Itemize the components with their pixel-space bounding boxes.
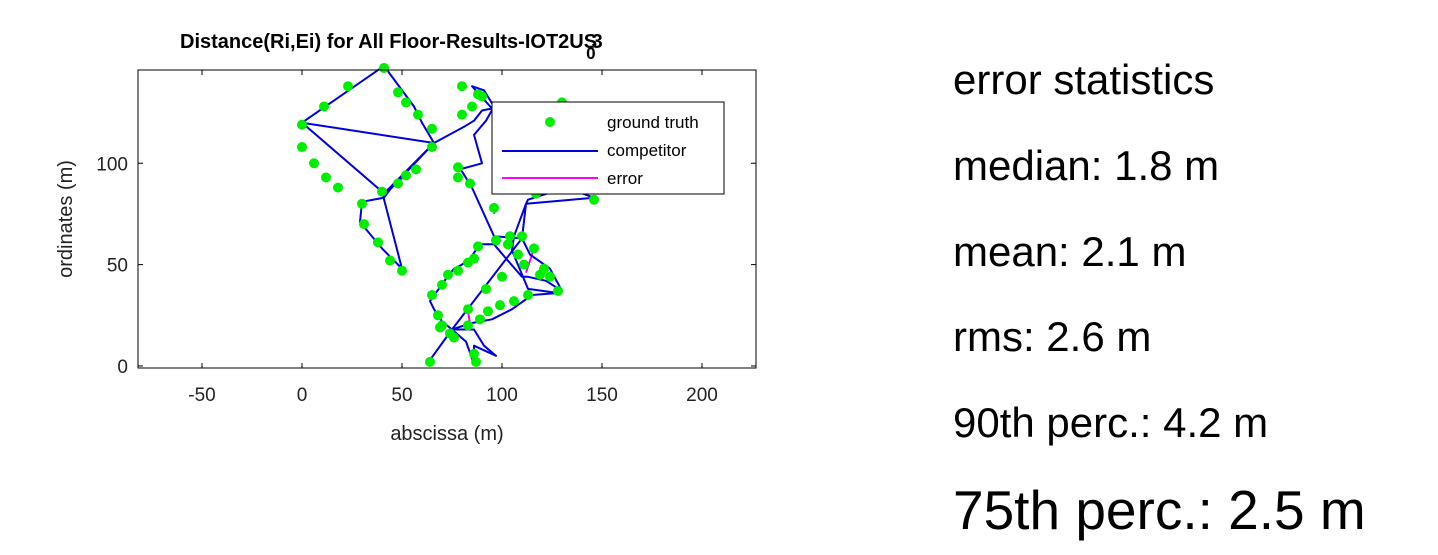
- legend-label-ground-truth: ground truth: [607, 113, 699, 132]
- chart-title-main: Distance(Ri,Ei) for All Floor-Results-IO…: [180, 31, 597, 53]
- ground-truth-point: [465, 178, 475, 189]
- ground-truth-point: [517, 231, 527, 242]
- stat-rms: rms: 2.6 m: [953, 313, 1152, 360]
- ground-truth-point: [377, 186, 387, 197]
- x-tick-label: 0: [297, 385, 308, 406]
- ground-truth-point: [297, 142, 307, 153]
- legend-label-error: error: [607, 169, 643, 188]
- y-tick-label: 50: [107, 256, 128, 277]
- ground-truth-point: [437, 279, 447, 290]
- ground-truth-point: [477, 91, 487, 102]
- ground-truth-point: [509, 296, 519, 307]
- x-tick-label: 200: [686, 385, 718, 406]
- ground-truth-point: [523, 290, 533, 301]
- stat-90th-percentile: 90th perc.: 4.2 m: [953, 399, 1269, 446]
- legend-label-competitor: competitor: [607, 141, 687, 160]
- ground-truth-point: [425, 356, 435, 367]
- ground-truth-point: [535, 269, 545, 280]
- ground-truth-point: [505, 231, 515, 242]
- ground-truth-point: [497, 271, 507, 282]
- ground-truth-point: [393, 87, 403, 98]
- ground-truth-point: [397, 265, 407, 276]
- ground-truth-point: [427, 142, 437, 153]
- ground-truth-point: [463, 257, 473, 268]
- ground-truth-point: [373, 237, 383, 248]
- ground-truth-point: [427, 123, 437, 134]
- ground-truth-point: [413, 109, 423, 120]
- ground-truth-point: [343, 81, 353, 92]
- stat-mean: mean: 2.1 m: [953, 228, 1187, 275]
- ground-truth-point: [385, 255, 395, 266]
- x-tick-label: 100: [486, 385, 518, 406]
- ground-truth-point: [589, 194, 599, 205]
- ground-truth-point: [463, 320, 473, 331]
- ground-truth-point: [411, 164, 421, 175]
- ground-truth-point: [489, 202, 499, 213]
- ground-truth-point: [457, 81, 467, 92]
- ground-truth-point: [297, 119, 307, 130]
- y-axis-label: ordinates (m): [55, 160, 77, 278]
- ground-truth-point: [457, 109, 467, 120]
- chart-title: Distance(Ri,Ei) for All Floor-Results-IO…: [180, 31, 603, 63]
- ground-truth-point: [319, 101, 329, 112]
- ground-truth-point: [393, 178, 403, 189]
- ground-truth-point: [491, 235, 501, 246]
- error-statistics-panel: error statistics median: 1.8 m mean: 2.1…: [953, 0, 1433, 555]
- legend: ground truth competitor error: [491, 101, 725, 195]
- ground-truth-point: [453, 162, 463, 173]
- axis-ticks: -50 0 50 100 150 200 0 50 100: [96, 70, 756, 406]
- stats-heading: error statistics: [953, 56, 1215, 103]
- ground-truth-point: [545, 271, 555, 282]
- x-tick-label: -50: [188, 385, 215, 406]
- ground-truth-point: [475, 314, 485, 325]
- chart: -50 0 50 100 150 200 0 50 100 Distance(Ri,Ei) fo…: [55, 31, 757, 445]
- x-tick-label: 150: [586, 385, 618, 406]
- ground-truth-point: [513, 249, 523, 260]
- ground-truth-point: [503, 239, 513, 250]
- ground-truth-point: [453, 172, 463, 183]
- ground-truth-point: [471, 356, 481, 367]
- ground-truth-point: [427, 290, 437, 301]
- chart-title-suffix: 3: [592, 31, 603, 53]
- ground-truth-point: [467, 101, 477, 112]
- plot-frame: [137, 69, 757, 369]
- ground-truth-point: [481, 283, 491, 294]
- ground-truth-point: [443, 269, 453, 280]
- stat-median: median: 1.8 m: [953, 142, 1220, 189]
- ground-truth-point: [449, 332, 459, 343]
- ground-truth-point: [529, 243, 539, 254]
- ground-truth-point: [359, 219, 369, 230]
- ground-truth-point: [553, 285, 563, 296]
- chart-title-subscript: 0: [586, 44, 595, 63]
- ground-truth-point: [433, 310, 443, 321]
- x-axis-label: abscissa (m): [390, 423, 503, 445]
- ground-truth-point: [483, 306, 493, 317]
- ground-truth-point: [379, 62, 389, 73]
- ground-truth-point: [463, 304, 473, 315]
- y-tick-label: 100: [96, 154, 128, 175]
- ground-truth-point: [519, 259, 529, 270]
- legend-marker-ground-truth: [545, 117, 555, 127]
- y-tick-label: 0: [117, 357, 128, 378]
- ground-truth-point: [495, 300, 505, 311]
- ground-truth-point: [453, 265, 463, 276]
- ground-truth-point: [469, 348, 479, 359]
- ground-truth-point: [357, 198, 367, 209]
- ground-truth-point: [401, 97, 411, 108]
- ground-truth-point: [437, 320, 447, 331]
- ground-truth-point: [401, 170, 411, 181]
- ground-truth-point: [321, 172, 331, 183]
- x-tick-label: 50: [391, 385, 412, 406]
- stat-75th-percentile: 75th perc.: 2.5 m: [953, 479, 1366, 541]
- ground-truth-point: [473, 241, 483, 252]
- ground-truth-point: [333, 182, 343, 193]
- ground-truth-point: [309, 158, 319, 169]
